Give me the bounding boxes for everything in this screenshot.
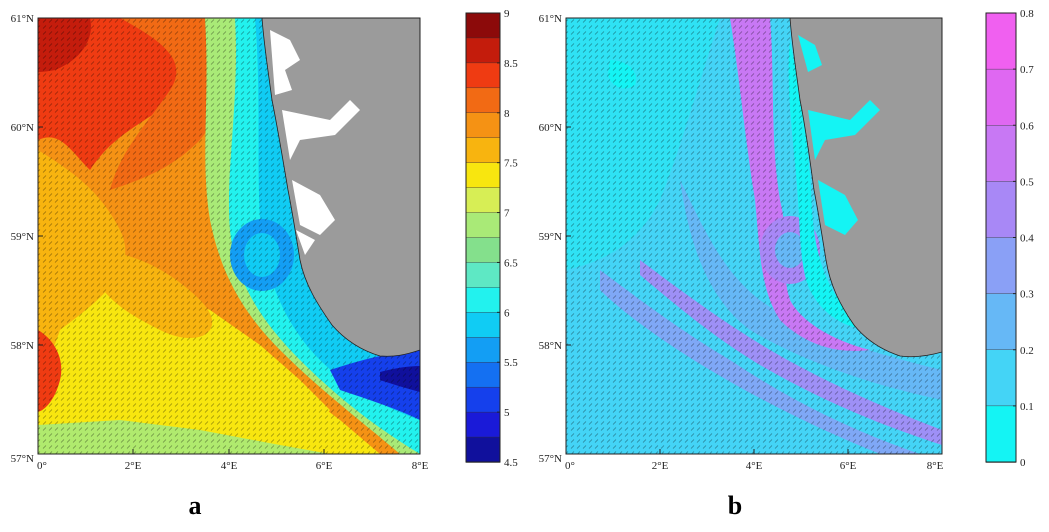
lon-label: 8°E [412, 460, 429, 472]
lon-label: 2°E [125, 460, 142, 472]
fjord [292, 180, 335, 235]
map-a [38, 18, 420, 454]
lon-label: 8°E [927, 460, 944, 472]
colorbar-a-frame [465, 12, 501, 463]
lat-label: 60°N [11, 122, 34, 134]
panel-letter-a: a [189, 491, 202, 520]
lon-label: 4°E [221, 460, 238, 472]
colorbar-tick-label: 0.2 [1020, 345, 1034, 357]
colorbar-tick-label: 4.5 [504, 457, 518, 469]
colorbar-swatch [465, 362, 501, 388]
lat-ticks-a: 61°N 60°N 59°N 58°N 57°N [11, 13, 43, 465]
lon-label: 0° [37, 460, 47, 472]
colorbar-swatch [465, 162, 501, 189]
colorbar-tick-label: 0.1 [1020, 401, 1034, 413]
fjord-b [818, 180, 858, 235]
colorbar-tick-label: 6.5 [504, 257, 518, 269]
colorbar-swatch [465, 386, 501, 413]
fjord-b [808, 100, 880, 160]
lat-label: 61°N [539, 13, 562, 25]
land-norway-b [789, 18, 942, 358]
colorbar-swatch [465, 112, 501, 139]
lat-label: 59°N [539, 231, 562, 243]
lat-label: 58°N [539, 340, 562, 352]
colorbar-swatch [465, 87, 501, 114]
colorbar-tick-label: 5 [504, 407, 510, 419]
colorbar-tick-label: 5.5 [504, 357, 518, 369]
fjord [296, 230, 315, 255]
colorbar-tick-label: 0.6 [1020, 120, 1034, 132]
colorbar-b [985, 12, 1017, 463]
colorbar-swatch [465, 212, 501, 239]
land-norway [261, 18, 420, 357]
colorbar-swatch [985, 405, 1017, 463]
fjord [282, 100, 360, 160]
colorbar-swatch [465, 237, 501, 264]
colorbar-swatch [465, 312, 501, 338]
colorbar-tick-label: 0.7 [1020, 64, 1034, 76]
lat-label: 60°N [539, 122, 562, 134]
lat-label: 58°N [11, 340, 34, 352]
lon-ticks-b: 0° 2°E 4°E 6°E 8°E [565, 449, 944, 472]
panel-letter-b: b [728, 491, 742, 520]
colorbar-swatch [465, 62, 501, 89]
colorbar-tick-label: 6 [504, 307, 510, 319]
colorbar-swatch [985, 12, 1017, 70]
colorbar-swatch [985, 349, 1017, 407]
colorbar-swatch [465, 411, 501, 438]
lat-label: 61°N [11, 13, 34, 25]
lat-label: 57°N [539, 453, 562, 465]
colorbar-tick-label: 7.5 [504, 158, 518, 170]
colorbar-swatch [465, 262, 501, 289]
colorbar-tick-label: 0.5 [1020, 176, 1034, 188]
colorbar-tick-label: 7 [504, 208, 510, 220]
colorbar-swatch [985, 293, 1017, 351]
colorbar-tick-label: 8 [504, 108, 510, 120]
colorbar-swatch [465, 37, 501, 64]
colorbar-tick-label: 0 [1020, 457, 1026, 469]
colorbar-b-ticks: 0.8 0.7 0.6 0.5 0.4 0.3 0.2 0.1 0 [1013, 8, 1034, 469]
lon-label: 4°E [746, 460, 763, 472]
lon-label: 2°E [652, 460, 669, 472]
colorbar-swatch [985, 125, 1017, 183]
map-b [566, 18, 942, 454]
colorbar-swatch [465, 287, 501, 314]
colorbar-swatch [465, 187, 501, 214]
colorbar-tick-label: 8.5 [504, 58, 518, 70]
colorbar-tick-label: 0.8 [1020, 8, 1034, 20]
panel-b: 61°N 60°N 59°N 58°N 57°N 0° 2°E 4°E 6°E … [539, 8, 1035, 520]
colorbar-swatch [985, 237, 1017, 295]
fjord-b [798, 35, 822, 72]
lon-ticks-a: 0° 2°E 4°E 6°E 8°E [37, 449, 429, 472]
lon-label: 6°E [316, 460, 333, 472]
colorbar-a-ticks: 9 8.5 8 7.5 7 6.5 6 5.5 5 4.5 [497, 8, 518, 469]
lon-label: 6°E [840, 460, 857, 472]
colorbar-swatch [465, 137, 501, 164]
colorbar-swatch [465, 436, 501, 463]
panel-a: 61°N 60°N 59°N 58°N 57°N 0° 2°E 4°E 6°E … [11, 8, 519, 520]
colorbar-tick-label: 0.4 [1020, 233, 1034, 245]
lon-label: 0° [565, 460, 575, 472]
colorbar-swatch [465, 337, 501, 363]
colorbar-swatch [985, 68, 1017, 126]
lat-ticks-b: 61°N 60°N 59°N 58°N 57°N [539, 13, 571, 465]
colorbar-a [465, 12, 501, 463]
lat-label: 57°N [11, 453, 34, 465]
colorbar-tick-label: 0.3 [1020, 289, 1034, 301]
lat-label: 59°N [11, 231, 34, 243]
colorbar-tick-label: 9 [504, 8, 510, 20]
fjord [270, 30, 300, 95]
colorbar-swatch [465, 12, 501, 39]
colorbar-swatch [985, 181, 1017, 239]
